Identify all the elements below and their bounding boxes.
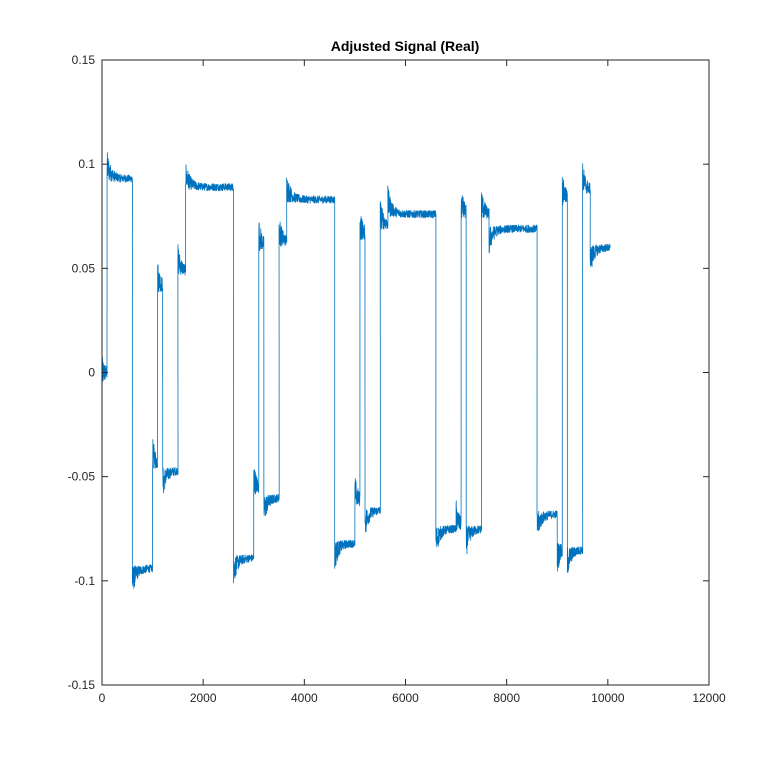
x-tick-label: 8000	[493, 691, 520, 705]
y-tick-label: 0.05	[72, 261, 96, 275]
x-tick-label: 6000	[392, 691, 419, 705]
chart-title: Adjusted Signal (Real)	[331, 38, 480, 54]
y-tick-label: 0.15	[72, 53, 96, 67]
x-tick-label: 10000	[591, 691, 625, 705]
x-tick-label: 4000	[291, 691, 318, 705]
y-tick-label: -0.05	[68, 470, 96, 484]
series-line-0	[101, 152, 611, 589]
y-tick-label: 0	[88, 366, 95, 380]
y-tick-label: -0.1	[74, 574, 95, 588]
x-tick-label: 0	[99, 691, 106, 705]
ticks-layer: 0 2000 4000 6000 8000 10000 12000 -0.15 -0.1 -0.0…	[68, 53, 726, 705]
y-tick-label: -0.15	[68, 678, 96, 692]
y-tick-label: 0.1	[78, 157, 95, 171]
plot-area: 0 2000 4000 6000 8000 10000 12000 -0.15 -0.1 -0.0…	[68, 53, 726, 705]
x-tick-label: 2000	[190, 691, 217, 705]
series-layer	[101, 152, 611, 589]
axes-background	[102, 60, 709, 685]
x-tick-label: 12000	[692, 691, 726, 705]
